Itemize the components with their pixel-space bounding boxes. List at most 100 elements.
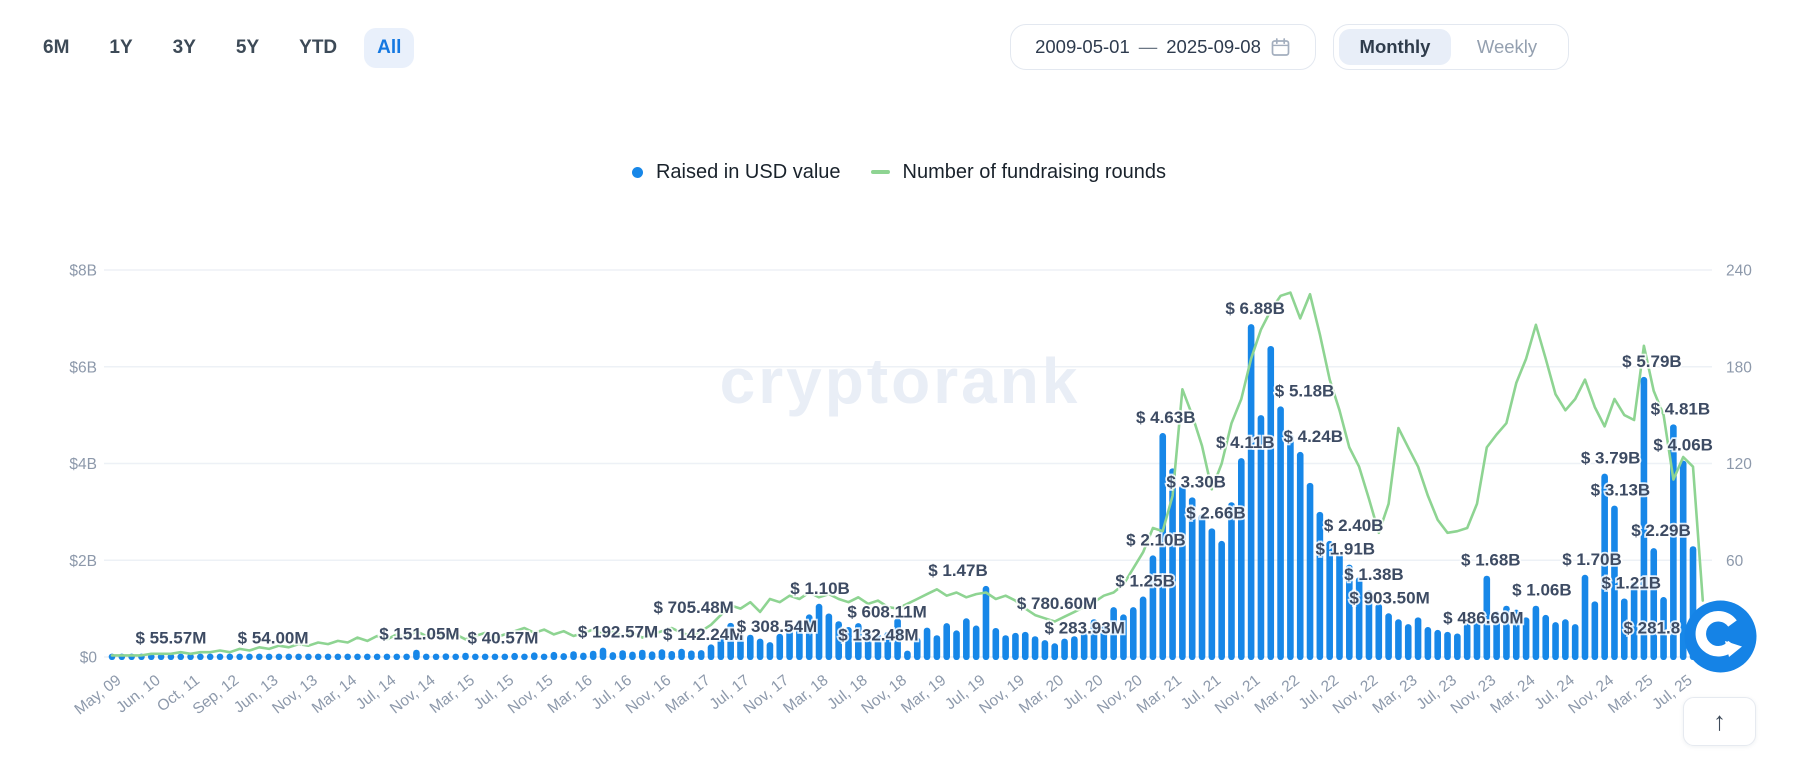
bar-raised-usd[interactable] bbox=[373, 653, 381, 660]
legend-item-rounds[interactable]: Number of fundraising rounds bbox=[870, 161, 1166, 184]
range-button-all[interactable]: All bbox=[364, 28, 415, 68]
bar-raised-usd[interactable] bbox=[1552, 622, 1559, 660]
bar-raised-usd[interactable] bbox=[953, 630, 960, 660]
bar-raised-usd[interactable] bbox=[295, 653, 302, 660]
range-button-3y[interactable]: 3Y bbox=[160, 28, 209, 68]
bar-raised-usd[interactable] bbox=[599, 647, 607, 660]
bar-raised-usd[interactable] bbox=[1188, 497, 1196, 660]
bar-raised-usd[interactable] bbox=[206, 653, 214, 660]
bar-raised-usd[interactable] bbox=[638, 649, 646, 660]
date-range-picker[interactable]: 2009-05-01 — 2025-09-08 bbox=[1010, 24, 1316, 70]
bar-raised-usd[interactable] bbox=[432, 653, 440, 660]
bar-raised-usd[interactable] bbox=[688, 650, 695, 660]
bar-raised-usd[interactable] bbox=[1620, 598, 1628, 660]
bar-raised-usd[interactable] bbox=[737, 629, 744, 660]
bar-raised-usd[interactable] bbox=[521, 653, 528, 660]
bar-raised-usd[interactable] bbox=[1601, 473, 1608, 660]
bar-raised-usd[interactable] bbox=[589, 650, 597, 660]
bar-raised-usd[interactable] bbox=[334, 653, 342, 660]
bar-raised-usd[interactable] bbox=[1287, 434, 1294, 660]
bar-raised-usd[interactable] bbox=[1503, 605, 1510, 660]
bar-raised-usd[interactable] bbox=[1424, 627, 1432, 660]
bar-raised-usd[interactable] bbox=[1670, 424, 1677, 660]
bar-raised-usd[interactable] bbox=[1542, 614, 1550, 660]
bar-raised-usd[interactable] bbox=[540, 653, 548, 660]
bar-raised-usd[interactable] bbox=[933, 635, 941, 660]
bar-raised-usd[interactable] bbox=[1483, 575, 1491, 660]
bar-raised-usd[interactable] bbox=[1463, 623, 1471, 660]
bar-raised-usd[interactable] bbox=[560, 653, 568, 660]
bar-raised-usd[interactable] bbox=[668, 650, 676, 660]
bar-raised-usd[interactable] bbox=[167, 653, 175, 660]
bar-raised-usd[interactable] bbox=[403, 653, 410, 660]
bar-raised-usd[interactable] bbox=[324, 653, 332, 660]
bar-raised-usd[interactable] bbox=[1120, 614, 1127, 660]
bar-raised-usd[interactable] bbox=[256, 653, 263, 660]
bar-raised-usd[interactable] bbox=[1228, 502, 1235, 660]
bar-raised-usd[interactable] bbox=[442, 653, 450, 660]
bar-raised-usd[interactable] bbox=[1169, 468, 1176, 660]
bar-raised-usd[interactable] bbox=[491, 653, 499, 660]
bar-raised-usd[interactable] bbox=[1434, 629, 1441, 660]
bar-raised-usd[interactable] bbox=[1562, 619, 1569, 660]
bar-raised-usd[interactable] bbox=[481, 653, 489, 660]
bar-raised-usd[interactable] bbox=[1306, 482, 1314, 660]
bar-raised-usd[interactable] bbox=[1208, 528, 1216, 660]
bar-raised-usd[interactable] bbox=[580, 652, 587, 660]
bar-raised-usd[interactable] bbox=[1444, 631, 1451, 660]
bar-raised-usd[interactable] bbox=[1316, 511, 1324, 660]
bar-raised-usd[interactable] bbox=[1129, 607, 1137, 660]
bar-raised-usd[interactable] bbox=[354, 653, 361, 660]
bar-raised-usd[interactable] bbox=[226, 653, 234, 660]
bar-raised-usd[interactable] bbox=[1267, 345, 1275, 660]
bar-raised-usd[interactable] bbox=[845, 627, 852, 660]
bar-raised-usd[interactable] bbox=[756, 638, 764, 660]
bar-raised-usd[interactable] bbox=[923, 627, 931, 660]
bar-raised-usd[interactable] bbox=[344, 653, 351, 660]
bar-raised-usd[interactable] bbox=[265, 653, 273, 660]
bar-raised-usd[interactable] bbox=[570, 651, 577, 660]
bar-raised-usd[interactable] bbox=[1493, 611, 1500, 660]
cryptorank-logo[interactable] bbox=[1684, 600, 1757, 673]
bar-raised-usd[interactable] bbox=[1110, 607, 1117, 660]
bar-raised-usd[interactable] bbox=[835, 621, 842, 660]
bar-raised-usd[interactable] bbox=[963, 618, 970, 660]
bar-raised-usd[interactable] bbox=[648, 651, 656, 660]
scroll-to-top-button[interactable]: ↑ bbox=[1683, 697, 1756, 746]
bar-raised-usd[interactable] bbox=[1090, 619, 1098, 660]
bar-raised-usd[interactable] bbox=[1581, 574, 1589, 660]
bar-raised-usd[interactable] bbox=[1021, 631, 1029, 660]
bar-raised-usd[interactable] bbox=[1326, 540, 1333, 660]
bar-raised-usd[interactable] bbox=[1159, 433, 1167, 660]
bar-raised-usd[interactable] bbox=[904, 650, 911, 660]
bar-raised-usd[interactable] bbox=[530, 652, 538, 660]
range-button-6m[interactable]: 6M bbox=[30, 28, 82, 68]
bar-raised-usd[interactable] bbox=[776, 633, 784, 660]
bar-raised-usd[interactable] bbox=[197, 653, 204, 660]
bar-raised-usd[interactable] bbox=[462, 652, 469, 660]
bar-raised-usd[interactable] bbox=[1198, 514, 1206, 660]
bar-raised-usd[interactable] bbox=[1257, 415, 1265, 660]
bar-raised-usd[interactable] bbox=[894, 618, 901, 660]
bar-raised-usd[interactable] bbox=[1385, 613, 1392, 660]
bar-raised-usd[interactable] bbox=[177, 653, 185, 660]
bar-raised-usd[interactable] bbox=[1512, 609, 1520, 660]
bar-raised-usd[interactable] bbox=[314, 653, 322, 660]
bar-raised-usd[interactable] bbox=[658, 649, 666, 660]
bar-raised-usd[interactable] bbox=[1071, 636, 1078, 660]
bar-raised-usd[interactable] bbox=[727, 622, 734, 660]
bar-raised-usd[interactable] bbox=[1375, 603, 1383, 660]
bar-raised-usd[interactable] bbox=[1012, 632, 1019, 660]
bar-raised-usd[interactable] bbox=[472, 653, 479, 660]
bar-raised-usd[interactable] bbox=[1650, 548, 1658, 660]
bar-raised-usd[interactable] bbox=[364, 653, 371, 660]
bar-raised-usd[interactable] bbox=[246, 653, 253, 660]
bar-raised-usd[interactable] bbox=[972, 625, 980, 660]
legend-item-raised-usd[interactable]: Raised in USD value bbox=[631, 161, 841, 184]
bar-raised-usd[interactable] bbox=[1414, 617, 1422, 660]
bar-raised-usd[interactable] bbox=[275, 653, 283, 660]
bar-raised-usd[interactable] bbox=[550, 651, 558, 660]
bar-raised-usd[interactable] bbox=[1051, 643, 1059, 660]
bar-raised-usd[interactable] bbox=[609, 652, 617, 660]
bar-raised-usd[interactable] bbox=[629, 651, 636, 660]
